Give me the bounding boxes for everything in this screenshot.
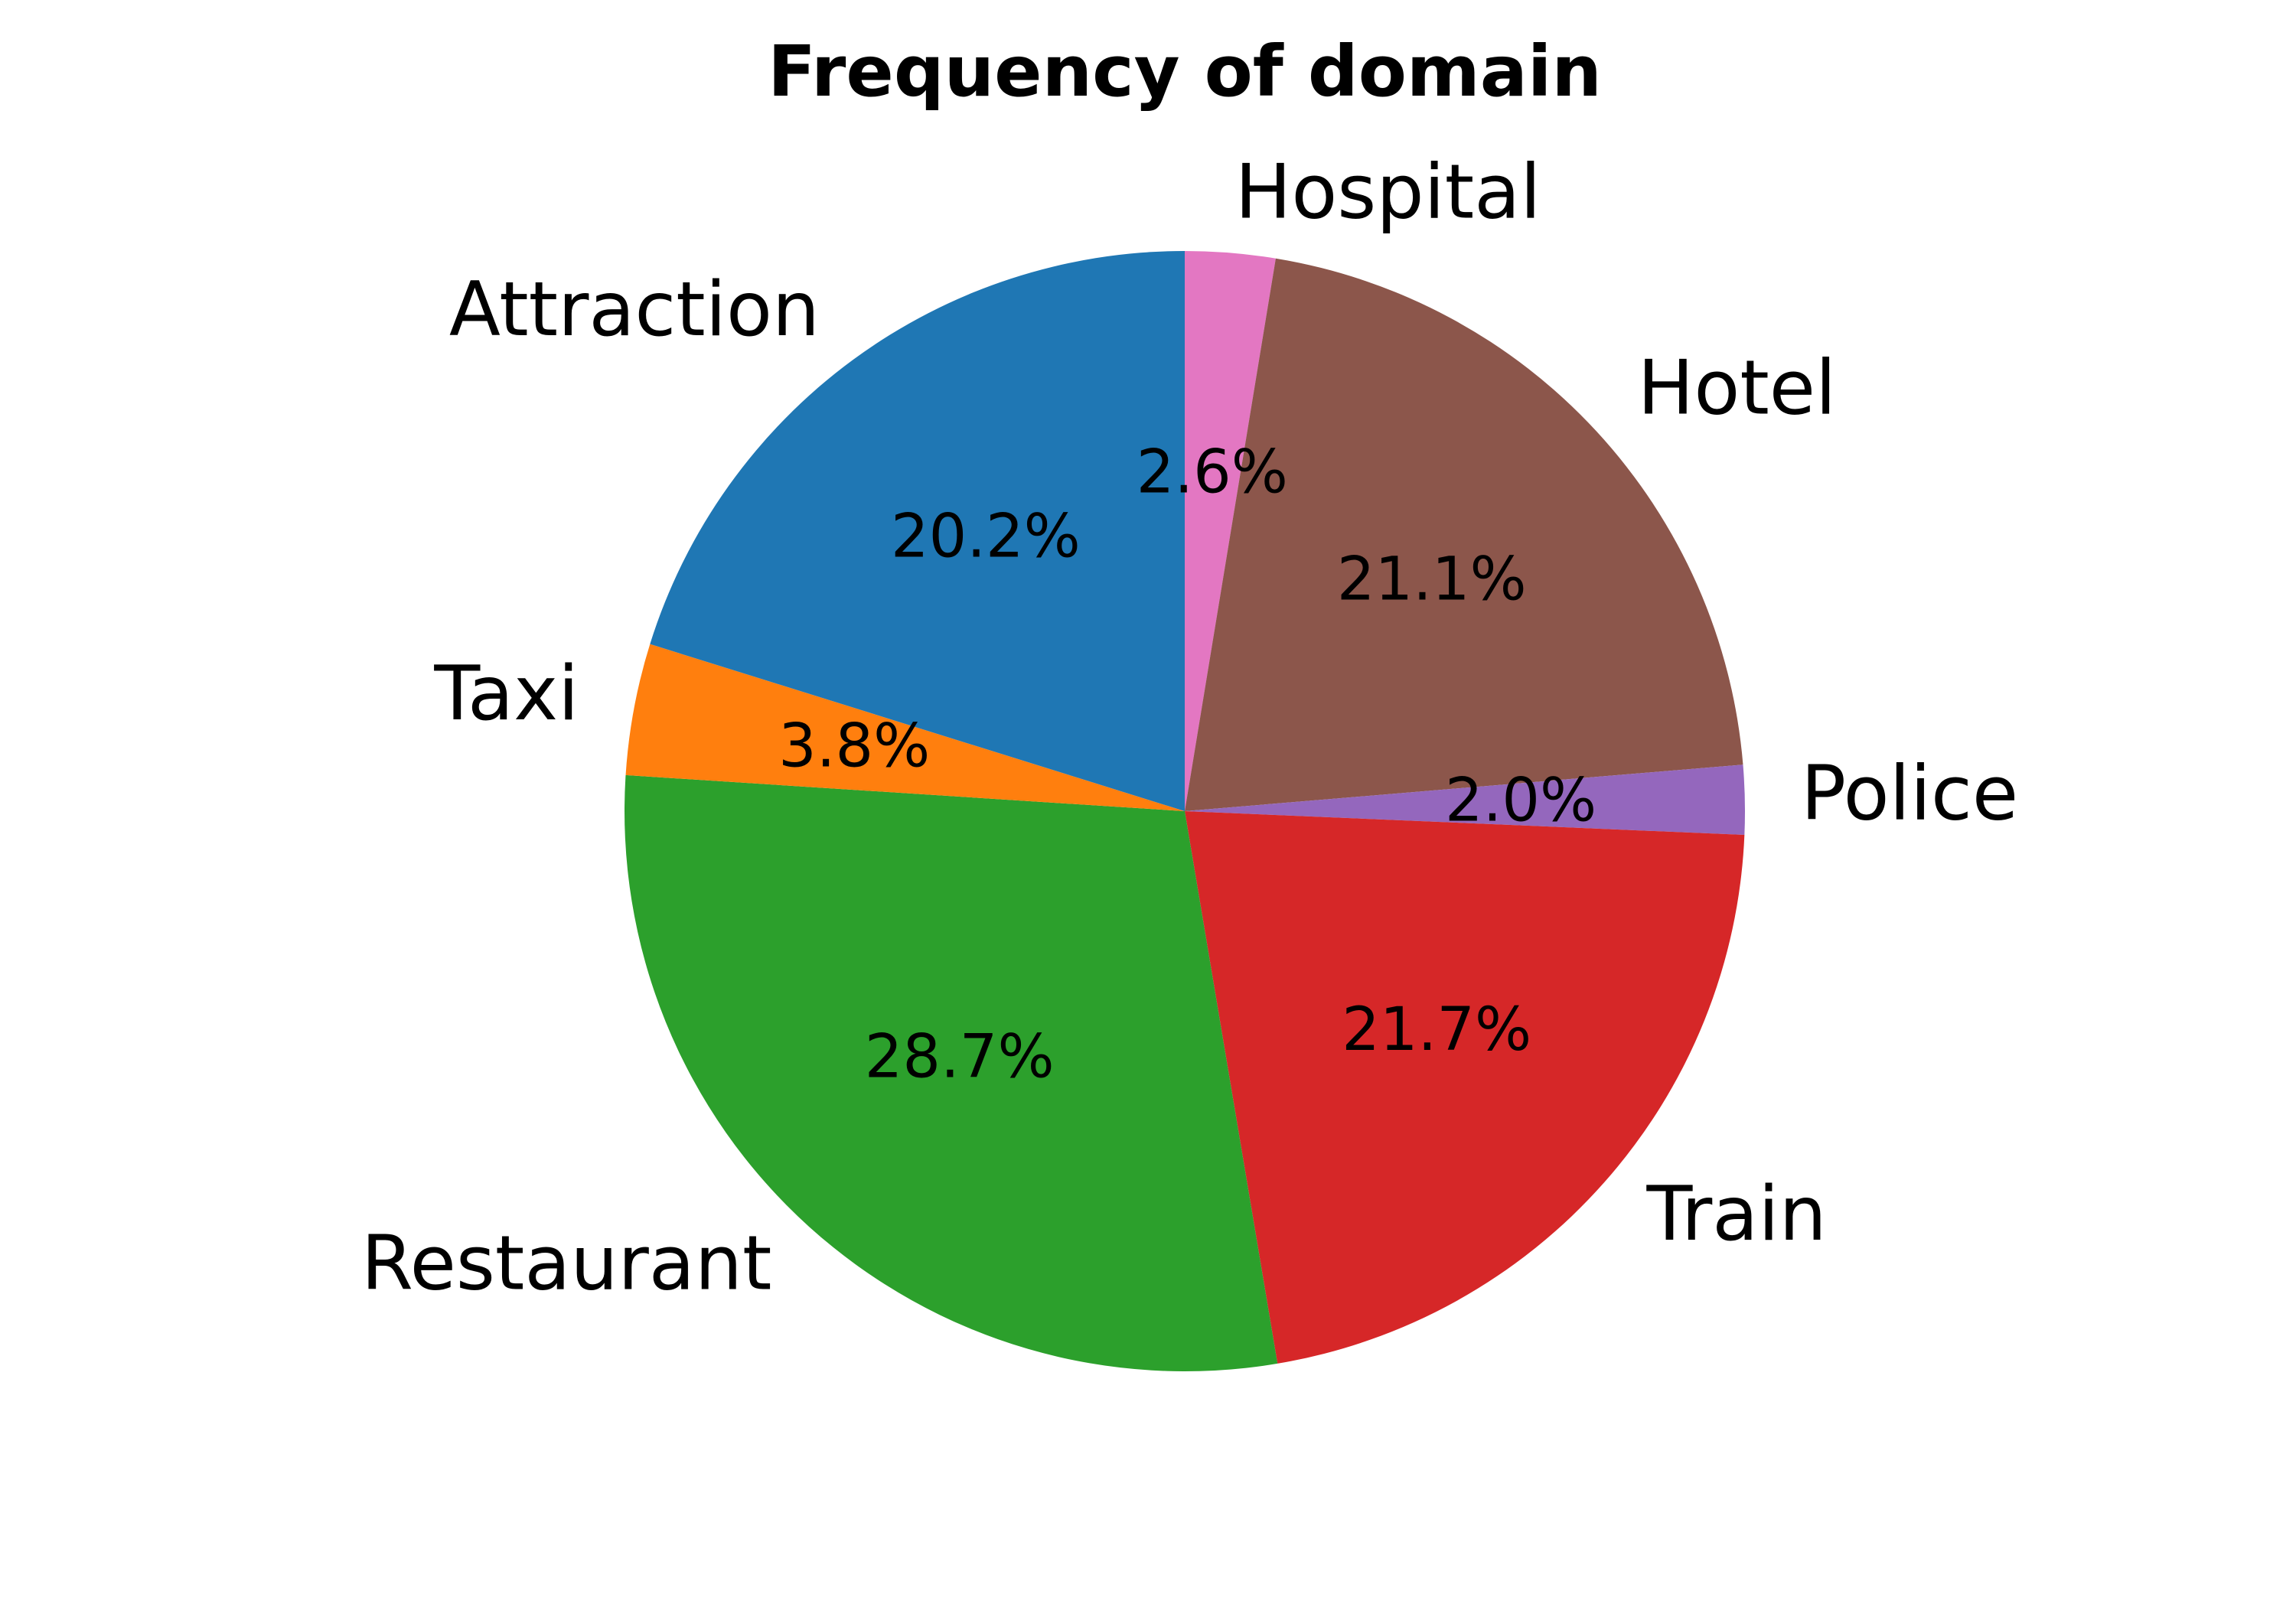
slice-hospital (1185, 251, 1276, 811)
chart-title: Frequency of domain (768, 31, 1602, 112)
category-label-taxi: Taxi (433, 650, 579, 738)
slice-attraction (650, 251, 1185, 811)
percent-label-attraction: 20.2% (891, 503, 1081, 572)
percent-label-restaurant: 28.7% (865, 1022, 1055, 1091)
category-label-train: Train (1646, 1171, 1827, 1258)
percent-label-train: 21.7% (1342, 996, 1531, 1064)
percent-label-police: 2.0% (1445, 767, 1596, 836)
slice-train (1185, 811, 1745, 1364)
slice-taxi (625, 644, 1185, 811)
category-label-police: Police (1801, 750, 2018, 837)
percent-label-taxi: 3.8% (778, 712, 930, 781)
slice-hotel (1185, 258, 1743, 812)
percent-label-hospital: 2.6% (1137, 438, 1288, 507)
category-label-restaurant: Restaurant (361, 1220, 772, 1307)
percent-label-hotel: 21.1% (1337, 546, 1527, 614)
pie-slices (625, 251, 1745, 1371)
category-label-attraction: Attraction (449, 266, 820, 354)
category-label-hotel: Hotel (1638, 345, 1837, 432)
slice-restaurant (625, 774, 1278, 1371)
slice-police (1185, 764, 1745, 836)
pie-labels: Hospital 2.6% Hotel 21.1% Police 2.0% Train 21.… (361, 148, 2018, 1307)
category-label-hospital: Hospital (1235, 148, 1541, 236)
